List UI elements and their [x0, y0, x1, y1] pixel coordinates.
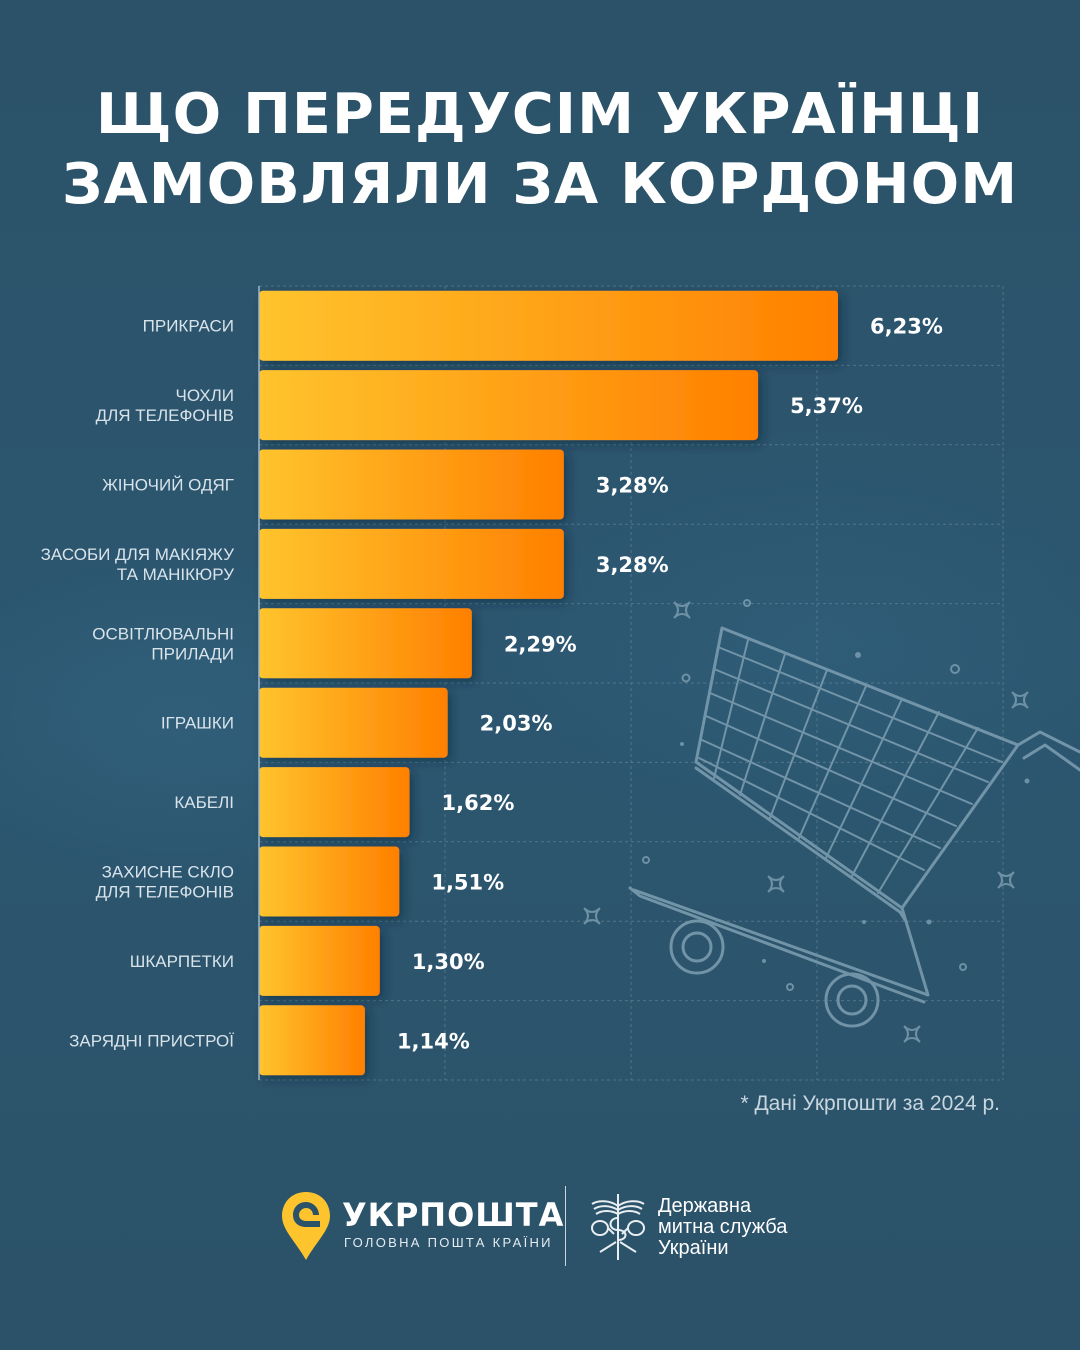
category-label-line: ЗАХИСНЕ СКЛО [102, 863, 234, 882]
category-label: ЗАРЯДНІ ПРИСТРОЇ [69, 1031, 234, 1050]
customs-service-name: Державна митна служба України [658, 1196, 787, 1259]
category-label: ОСВІТЛЮВАЛЬНІ ПРИЛАДИ [92, 624, 234, 663]
footer-logos: УКРПОШТА ГОЛОВНА ПОШТА КРАЇНИ Державна м… [0, 1180, 1080, 1270]
customs-line-3: України [658, 1237, 729, 1259]
category-label-line: ШКАРПЕТКИ [130, 952, 234, 971]
value-label: 2,03% [480, 712, 553, 736]
value-label: 1,51% [431, 871, 504, 895]
value-label: 2,29% [504, 632, 577, 656]
category-label-line: ПРИКРАСИ [143, 317, 234, 336]
customs-line-2: митна служба [658, 1216, 788, 1238]
chart-grid [259, 285, 1004, 1081]
bar [259, 290, 838, 361]
value-labels: 6,23% 5,37% 3,28% 3,28% 2,29% 2,03% 1,62% 1,51%… [397, 315, 943, 1054]
value-label: 1,30% [412, 950, 485, 974]
category-label: ЖІНОЧИЙ ОДЯГ [102, 476, 234, 495]
bar [259, 449, 564, 520]
category-label-line: ОСВІТЛЮВАЛЬНІ [92, 624, 234, 643]
category-label: ШКАРПЕТКИ [130, 952, 234, 971]
category-label: КАБЕЛІ [174, 793, 234, 812]
bar [259, 925, 380, 996]
bar [259, 846, 400, 917]
bar [259, 767, 410, 838]
bar [259, 528, 564, 599]
value-label: 3,28% [596, 474, 669, 498]
bar [259, 608, 472, 679]
category-label-line: ЧОХЛИ [175, 386, 234, 405]
category-label-line: ПРИЛАДИ [151, 644, 234, 663]
logo-divider [565, 1186, 566, 1266]
ukrposhta-pin-icon [282, 1192, 330, 1260]
category-label: ІГРАШКИ [161, 714, 234, 733]
chart-bars [259, 290, 838, 1076]
customs-line-1: Державна [658, 1195, 752, 1217]
category-label-line: ДЛЯ ТЕЛЕФОНІВ [96, 406, 234, 425]
ukrposhta-name: УКРПОШТА [342, 1196, 565, 1234]
category-label-line: ТА МАНІКЮРУ [117, 565, 234, 584]
category-label-line: ЗАСОБИ ДЛЯ МАКІЯЖУ [41, 545, 235, 564]
category-label: ЗАСОБИ ДЛЯ МАКІЯЖУ ТА МАНІКЮРУ [41, 545, 235, 584]
category-label: ЧОХЛИ ДЛЯ ТЕЛЕФОНІВ [96, 386, 234, 425]
page-title: ЩО ПЕРЕДУСІМ УКРАЇНЦІ ЗАМОВЛЯЛИ ЗА КОРДО… [0, 80, 1080, 220]
value-label: 3,28% [596, 553, 669, 577]
category-label: ЗАХИСНЕ СКЛО ДЛЯ ТЕЛЕФОНІВ [96, 863, 234, 902]
bar [259, 687, 448, 758]
category-label: ПРИКРАСИ [143, 317, 234, 336]
value-label: 1,14% [397, 1029, 470, 1053]
bar [259, 370, 759, 441]
category-label-line: ДЛЯ ТЕЛЕФОНІВ [96, 883, 234, 902]
category-label-line: ЗАРЯДНІ ПРИСТРОЇ [69, 1031, 234, 1050]
title-line-2: ЗАМОВЛЯЛИ ЗА КОРДОНОМ [61, 152, 1019, 217]
category-label-line: КАБЕЛІ [174, 793, 234, 812]
category-label-line: ЖІНОЧИЙ ОДЯГ [102, 476, 234, 495]
footnote: * Дані Укрпошти за 2024 р. [740, 1092, 1000, 1115]
category-label-line: ІГРАШКИ [161, 714, 234, 733]
ukrposhta-tagline: ГОЛОВНА ПОШТА КРАЇНИ [344, 1235, 553, 1250]
value-label: 1,62% [442, 791, 515, 815]
customs-emblem-icon [591, 1194, 645, 1260]
title-line-1: ЩО ПЕРЕДУСІМ УКРАЇНЦІ [95, 82, 985, 147]
value-label: 5,37% [790, 394, 863, 418]
bar [259, 1005, 365, 1076]
value-label: 6,23% [870, 315, 943, 339]
